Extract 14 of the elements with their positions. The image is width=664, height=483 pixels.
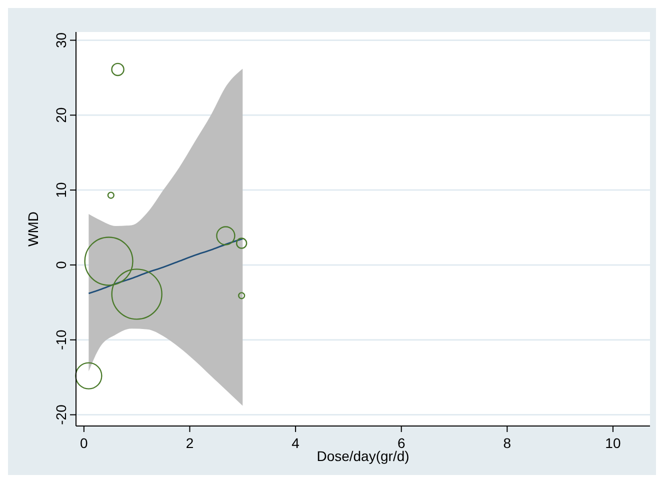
x-axis-title: Dose/day(gr/d)	[316, 448, 410, 464]
x-tick-label: 0	[80, 435, 88, 451]
y-axis-title: WMD	[25, 212, 41, 246]
x-tick-label: 10	[605, 435, 621, 451]
y-tick-label: 30	[53, 32, 69, 48]
y-tick-label: -20	[53, 404, 69, 425]
y-tick-label: -10	[53, 330, 69, 350]
x-tick-label: 8	[503, 435, 512, 451]
x-tick-label: 4	[292, 435, 300, 451]
y-tick-label: 10	[53, 182, 69, 198]
y-tick-label: 20	[53, 107, 69, 123]
x-tick-label: 6	[397, 435, 406, 451]
y-tick-label: 0	[53, 260, 69, 269]
x-tick-label: 2	[186, 435, 194, 451]
